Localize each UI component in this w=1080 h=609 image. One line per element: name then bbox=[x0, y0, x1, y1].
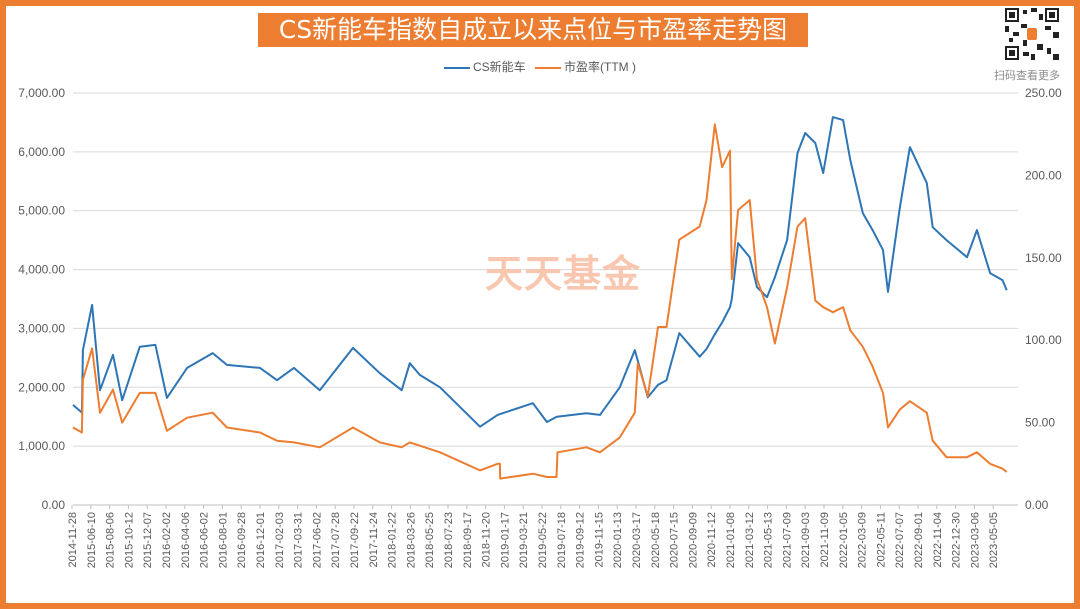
legend-label-pe: 市盈率(TTM ) bbox=[564, 60, 636, 74]
x-tick-label: 2019-01-17 bbox=[499, 512, 511, 568]
x-tick-label: 2022-09-01 bbox=[913, 512, 925, 568]
series-line-index bbox=[72, 116, 1008, 428]
x-tick-label: 2022-07-07 bbox=[894, 512, 906, 568]
x-tick-label: 2018-09-17 bbox=[462, 512, 474, 568]
x-tick-label: 2016-06-02 bbox=[199, 512, 211, 568]
chart-title: CS新能车指数自成立以来点位与市盈率走势图 bbox=[258, 13, 808, 47]
x-tick-label: 2015-12-07 bbox=[142, 512, 154, 568]
right-tick-label: 250.00 bbox=[1025, 86, 1062, 100]
x-tick-label: 2020-01-13 bbox=[612, 512, 624, 568]
legend-label-index: CS新能车 bbox=[473, 60, 526, 74]
x-tick-label: 2018-03-26 bbox=[405, 512, 417, 568]
x-tick-label: 2017-03-31 bbox=[293, 512, 305, 568]
legend-item-pe: 市盈率(TTM ) bbox=[535, 60, 636, 74]
left-tick-label: 3,000.00 bbox=[18, 321, 65, 335]
right-tick-label: 150.00 bbox=[1025, 251, 1062, 265]
left-tick-label: 6,000.00 bbox=[18, 145, 65, 159]
x-tick-label: 2021-05-13 bbox=[763, 512, 775, 568]
left-tick-label: 1,000.00 bbox=[18, 439, 65, 453]
x-tick-label: 2021-09-03 bbox=[800, 512, 812, 568]
x-tick-label: 2020-05-18 bbox=[650, 512, 662, 568]
x-tick-label: 2022-12-30 bbox=[951, 512, 963, 568]
legend: CS新能车 市盈率(TTM ) bbox=[0, 58, 1080, 75]
x-tick-label: 2016-12-01 bbox=[255, 512, 267, 568]
right-tick-label: 0.00 bbox=[1025, 498, 1049, 512]
series-lines bbox=[72, 116, 1008, 480]
x-tick-label: 2022-05-11 bbox=[875, 512, 887, 567]
left-axis-ticks: 0.00 1,000.00 2,000.00 3,000.00 4,000.00 5,00… bbox=[18, 86, 65, 512]
x-tick-label: 2020-11-12 bbox=[706, 512, 718, 567]
x-tick-label: 2018-07-23 bbox=[443, 512, 455, 568]
legend-swatch-index bbox=[444, 66, 470, 69]
x-tick-label: 2019-07-18 bbox=[556, 512, 568, 568]
x-tick-label: 2016-04-06 bbox=[180, 512, 192, 568]
x-tick-label: 2019-11-15 bbox=[593, 512, 605, 567]
x-tick-label: 2019-05-22 bbox=[537, 512, 549, 568]
x-tick-label: 2015-06-10 bbox=[86, 512, 98, 568]
x-tick-label: 2017-06-02 bbox=[311, 512, 323, 568]
right-tick-label: 200.00 bbox=[1025, 168, 1062, 182]
gridlines bbox=[73, 92, 1018, 506]
x-tick-label: 2019-09-12 bbox=[575, 512, 587, 568]
x-tick-label: 2017-11-24 bbox=[368, 512, 380, 567]
x-tick-label: 2023-05-05 bbox=[988, 512, 1000, 568]
x-tick-label: 2015-10-12 bbox=[123, 512, 135, 568]
x-tick-label: 2019-03-21 bbox=[518, 512, 530, 568]
x-tick-label: 2020-03-17 bbox=[631, 512, 643, 568]
x-tick-label: 2015-08-06 bbox=[105, 512, 117, 568]
x-tick-label: 2021-01-08 bbox=[725, 512, 737, 568]
x-tick-label: 2016-02-02 bbox=[161, 512, 173, 568]
x-tick-label: 2021-07-09 bbox=[781, 512, 793, 568]
x-tick-label: 2016-09-28 bbox=[236, 512, 248, 568]
x-tick-label: 2018-05-25 bbox=[424, 512, 436, 568]
left-tick-label: 5,000.00 bbox=[18, 204, 65, 218]
left-tick-label: 7,000.00 bbox=[18, 86, 65, 100]
x-tick-label: 2017-02-03 bbox=[274, 512, 286, 568]
x-tick-label: 2020-09-09 bbox=[687, 512, 699, 568]
x-tick-label: 2018-11-20 bbox=[481, 512, 493, 567]
x-tick-label: 2014-11-28 bbox=[67, 512, 79, 567]
left-tick-label: 4,000.00 bbox=[18, 263, 65, 277]
x-tick-label: 2022-03-09 bbox=[857, 512, 869, 568]
x-tick-label: 2016-08-01 bbox=[217, 512, 229, 568]
right-tick-label: 100.00 bbox=[1025, 333, 1062, 347]
x-tick-label: 2018-01-22 bbox=[387, 512, 399, 568]
right-tick-label: 50.00 bbox=[1025, 416, 1055, 430]
x-tick-label: 2017-07-28 bbox=[330, 512, 342, 568]
x-tick-label: 2020-07-15 bbox=[669, 512, 681, 568]
x-tick-label: 2021-03-12 bbox=[744, 512, 756, 568]
x-tick-label: 2022-01-05 bbox=[838, 512, 850, 568]
legend-item-index: CS新能车 bbox=[444, 60, 526, 74]
x-tick-label: 2017-09-22 bbox=[349, 512, 361, 568]
qr-caption: 扫码查看更多 bbox=[994, 69, 1060, 82]
watermark: 天天基金 bbox=[485, 251, 642, 296]
left-tick-label: 2,000.00 bbox=[18, 380, 65, 394]
x-tick-label: 2022-11-04 bbox=[932, 512, 944, 567]
legend-swatch-pe bbox=[535, 66, 562, 69]
qr-code-icon bbox=[1005, 8, 1059, 60]
x-axis-ticks: 2014-11-28 2015-06-10 2015-08-06 2015-10-12… bbox=[67, 505, 1000, 568]
series-line-pe bbox=[72, 123, 1008, 480]
x-tick-label: 2021-11-09 bbox=[819, 512, 831, 567]
right-axis-ticks: 0.00 50.00 100.00 150.00 200.00 250.00 bbox=[1025, 86, 1062, 512]
x-tick-label: 2023-03-06 bbox=[969, 512, 981, 568]
left-tick-label: 0.00 bbox=[42, 498, 66, 512]
